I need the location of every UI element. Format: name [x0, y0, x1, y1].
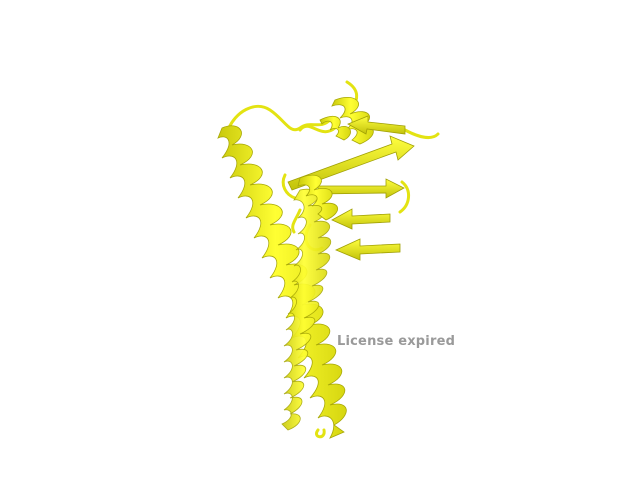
watermark-text: License expired [337, 334, 456, 349]
loop-segments [226, 80, 440, 439]
helix-center [281, 188, 332, 431]
helix-core [297, 174, 338, 221]
helix-left [217, 125, 347, 439]
